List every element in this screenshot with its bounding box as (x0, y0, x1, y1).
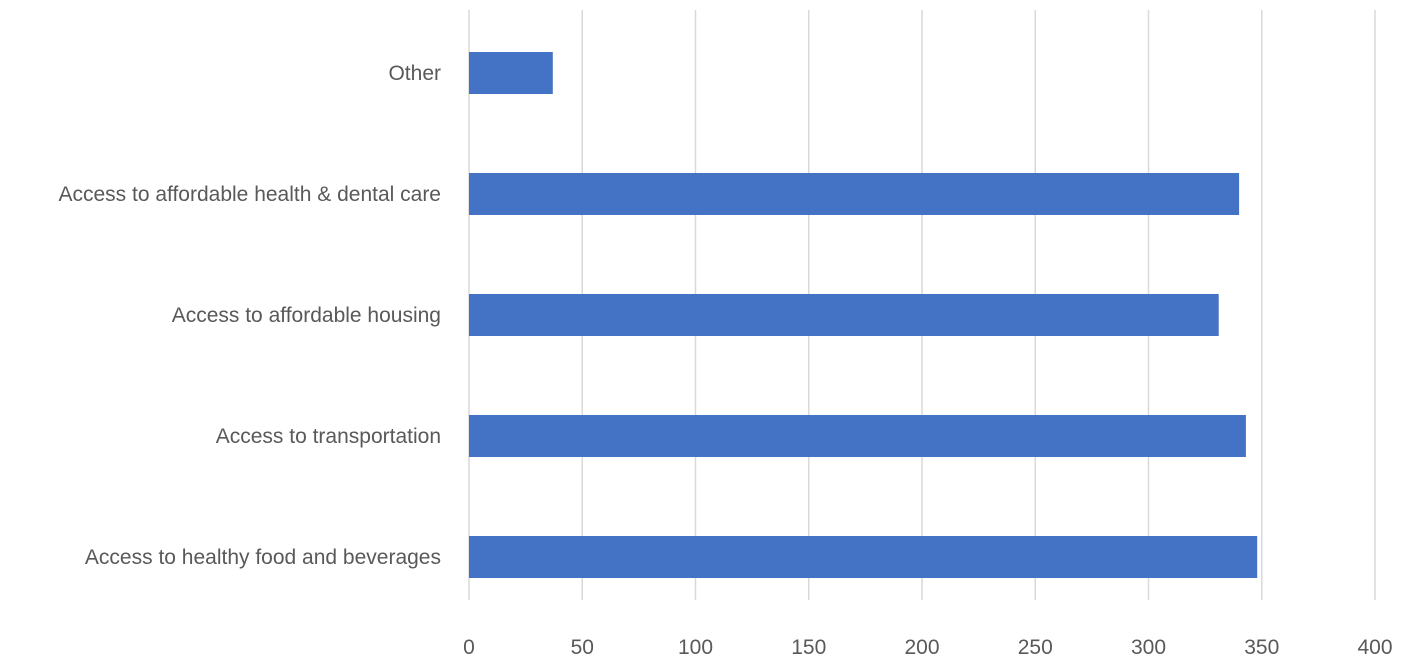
bar (469, 52, 553, 94)
x-tick-label: 50 (571, 636, 594, 659)
x-tick-label: 300 (1131, 636, 1166, 659)
category-label: Access to healthy food and beverages (85, 546, 441, 569)
bar (469, 173, 1240, 215)
bar (469, 294, 1219, 336)
category-label: Access to affordable housing (172, 304, 441, 327)
category-label: Other (388, 62, 441, 85)
x-tick-label: 100 (678, 636, 713, 659)
bar (469, 415, 1246, 457)
x-tick-label: 250 (1018, 636, 1053, 659)
x-tick-label: 200 (904, 636, 939, 659)
x-tick-label: 400 (1357, 636, 1392, 659)
category-labels: Other Access to affordable health & denta… (58, 62, 441, 569)
category-label: Access to affordable health & dental car… (58, 183, 441, 206)
category-label: Access to transportation (216, 425, 441, 448)
x-axis-tick-labels: 0 50 100 150 200 250 300 350 400 (463, 636, 1392, 659)
x-tick-label: 150 (791, 636, 826, 659)
x-tick-label: 350 (1244, 636, 1279, 659)
x-tick-label: 0 (463, 636, 475, 659)
bar (469, 536, 1258, 578)
bars (469, 52, 1258, 578)
